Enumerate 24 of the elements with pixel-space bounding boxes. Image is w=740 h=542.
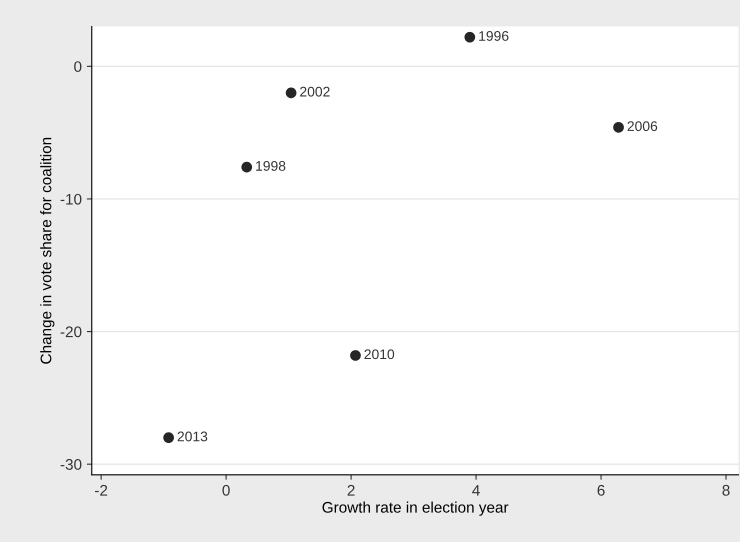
annotation: 1998 xyxy=(256,161,286,171)
x-tick-label: 8 xyxy=(722,484,730,496)
annotation: 1996 xyxy=(479,31,508,41)
y-tick-label: -30 xyxy=(60,459,82,470)
y-tick-label: -20 xyxy=(60,326,82,338)
y-axis-title: Change in vote share for coalition xyxy=(40,138,54,364)
x-tick-label: 2 xyxy=(348,484,355,496)
annotation: 2013 xyxy=(178,432,208,442)
x-tick-label: 4 xyxy=(472,485,480,496)
annotation: 2002 xyxy=(300,86,330,97)
x-tick-label: -2 xyxy=(95,484,108,496)
point xyxy=(241,162,252,172)
point xyxy=(286,88,296,98)
annotation: 2010 xyxy=(364,349,394,360)
point xyxy=(350,350,361,361)
x-axis-title: Growth rate in election year xyxy=(322,502,508,516)
point xyxy=(464,32,476,43)
point xyxy=(163,432,174,444)
y-tick-label: 0 xyxy=(74,61,82,72)
point xyxy=(613,122,624,133)
x-tick-label: 0 xyxy=(222,484,230,496)
x-tick-label: 6 xyxy=(598,484,605,496)
y-tick-label: -10 xyxy=(60,194,82,205)
annotation: 2006 xyxy=(628,121,658,132)
